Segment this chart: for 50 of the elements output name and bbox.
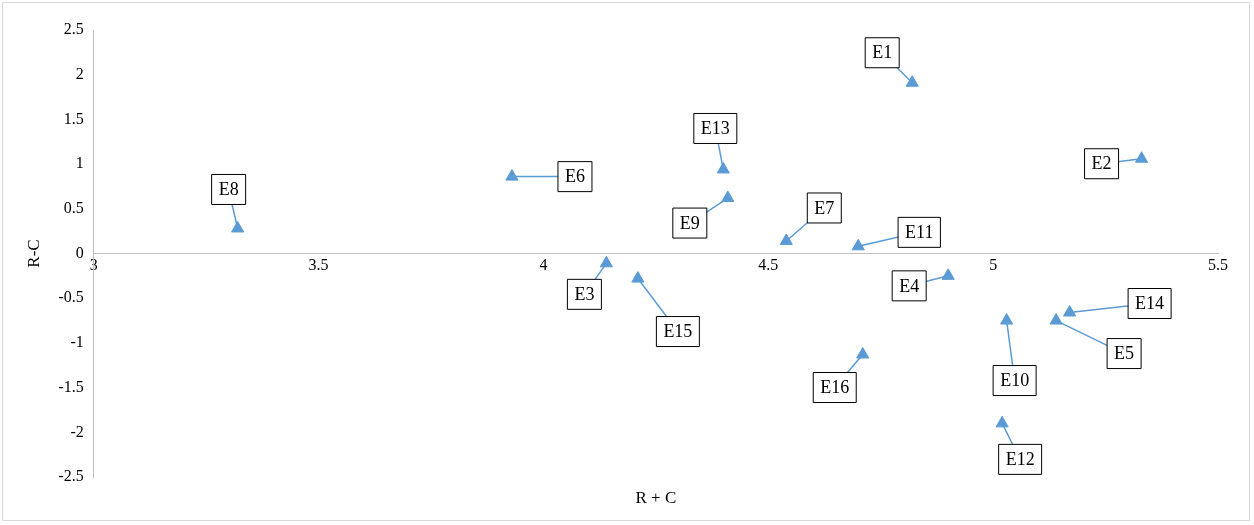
annotation: E12 — [1005, 449, 1035, 470]
y-tick-label: 1 — [75, 154, 84, 172]
x-axis-title: R + C — [635, 488, 677, 508]
annotation: E14 — [1135, 293, 1165, 314]
point — [1049, 313, 1063, 325]
y-tick-label: -2.5 — [58, 467, 84, 485]
y-tick-label: 2.5 — [63, 20, 84, 38]
annotation: E16 — [820, 377, 850, 398]
annotation: E1 — [872, 42, 893, 63]
y-tick-label: 1.5 — [63, 109, 84, 127]
point — [631, 271, 645, 283]
point — [721, 190, 735, 203]
y-axis-title: R-C — [23, 239, 43, 268]
annotation: E8 — [218, 179, 239, 200]
y-tick-label: -0.5 — [58, 288, 84, 306]
y-tick-label: 0 — [75, 243, 84, 261]
point — [231, 220, 245, 233]
annotation: E11 — [905, 222, 934, 243]
point — [716, 161, 730, 174]
y-tick-label: 2 — [75, 64, 84, 82]
y-tick-label: -1 — [70, 333, 84, 351]
point — [905, 75, 919, 87]
annotation: E13 — [700, 118, 730, 139]
annotation: E2 — [1091, 153, 1112, 174]
x-tick-label: 3.5 — [308, 256, 329, 274]
annotation: E3 — [574, 284, 595, 305]
point — [1063, 305, 1077, 317]
y-tick-label: -1.5 — [58, 377, 84, 395]
x-tick-label: 4.5 — [758, 256, 779, 274]
point — [851, 238, 865, 251]
annotation: E9 — [679, 212, 700, 233]
point — [995, 415, 1009, 428]
x-tick-label: 4 — [539, 256, 548, 274]
point — [779, 233, 793, 245]
annotation: E5 — [1114, 343, 1135, 364]
x-tick-label: 5 — [989, 256, 998, 274]
point — [941, 268, 955, 280]
point — [505, 169, 519, 181]
annotation: E4 — [899, 275, 920, 296]
point — [1134, 151, 1149, 163]
point — [856, 347, 870, 359]
annotation: E7 — [814, 197, 835, 218]
point — [599, 255, 613, 268]
y-tick-label: 0.5 — [63, 199, 84, 216]
point — [1000, 313, 1014, 325]
annotation: E15 — [663, 321, 693, 342]
annotation: E6 — [564, 166, 585, 187]
y-tick-label: -2 — [70, 422, 84, 440]
annotation: E10 — [1000, 370, 1030, 391]
x-tick-label: 5.5 — [1208, 256, 1228, 274]
